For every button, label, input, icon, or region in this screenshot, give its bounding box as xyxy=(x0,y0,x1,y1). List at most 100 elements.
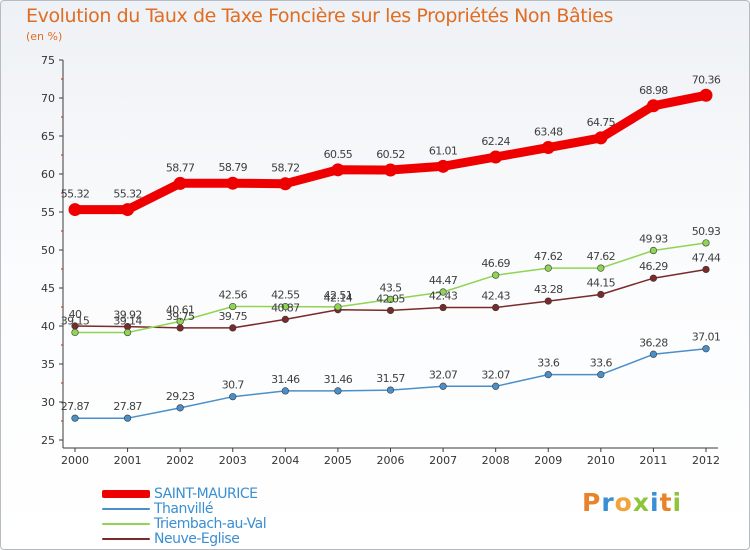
data-labels: 27.87 27.87 29.23 30.7 31.46 31.46 31.57 32.07 3… xyxy=(61,73,722,413)
data-point xyxy=(594,131,608,145)
logo-letter: P xyxy=(582,488,602,517)
data-label: 33.6 xyxy=(590,357,613,370)
logo-letter: i xyxy=(650,488,660,517)
legend-label-triembach: Triembach-au-Val xyxy=(154,516,267,532)
legend-item-neuve-eglise[interactable]: Neuve-Eglise xyxy=(102,531,240,547)
legend-item-saint-maurice[interactable]: SAINT-MAURICE xyxy=(102,486,258,502)
logo-letter: t xyxy=(659,488,673,517)
data-label: 49.93 xyxy=(639,233,668,246)
legend-item-thanville[interactable]: Thanvillé xyxy=(102,501,213,517)
data-label: 55.32 xyxy=(113,188,142,201)
y-tick-label: 55 xyxy=(41,206,55,219)
data-point xyxy=(492,271,500,279)
data-label: 32.07 xyxy=(429,368,458,381)
data-label: 39.75 xyxy=(166,310,195,323)
y-tick-label: 40 xyxy=(41,320,55,333)
data-label: 42.05 xyxy=(376,292,405,305)
y-tick-label: 25 xyxy=(41,434,55,447)
data-point xyxy=(386,386,395,394)
data-point xyxy=(544,371,552,379)
data-point xyxy=(544,297,552,305)
legend-swatch-thanville xyxy=(102,508,150,510)
data-label: 44.15 xyxy=(587,276,616,289)
legend-label-thanville: Thanvillé xyxy=(154,501,213,517)
data-point xyxy=(278,177,292,191)
x-tick-label: 2004 xyxy=(271,454,299,467)
y-tick-label: 45 xyxy=(41,282,55,295)
x-tick-label: 2007 xyxy=(429,454,457,467)
legend-label-saint-maurice: SAINT-MAURICE xyxy=(154,486,258,502)
data-point xyxy=(597,290,605,299)
data-point xyxy=(702,265,710,274)
data-label: 30.7 xyxy=(222,379,245,392)
data-label: 55.32 xyxy=(61,188,90,201)
data-label: 46.69 xyxy=(481,257,510,270)
data-label: 33.6 xyxy=(537,357,560,370)
data-label: 40.61 xyxy=(166,303,195,316)
data-label: 42.55 xyxy=(271,289,300,302)
chart-title: Evolution du Taux de Taxe Foncière sur l… xyxy=(26,5,614,27)
unit-label: (en %) xyxy=(26,30,63,43)
y-tick-label: 65 xyxy=(41,130,55,143)
data-label: 42.14 xyxy=(324,292,353,305)
data-label: 39.15 xyxy=(61,314,90,327)
data-label: 29.23 xyxy=(166,390,195,403)
data-point xyxy=(229,393,237,401)
data-label: 47.62 xyxy=(587,250,616,263)
data-label: 42.56 xyxy=(219,289,248,302)
data-point xyxy=(281,303,289,311)
data-point xyxy=(281,315,289,323)
data-point xyxy=(702,239,710,247)
data-label: 58.79 xyxy=(219,161,248,174)
data-label: 43.28 xyxy=(534,283,563,296)
data-point xyxy=(386,306,395,315)
logo-letter: o xyxy=(614,488,633,517)
data-point xyxy=(123,328,132,337)
data-point xyxy=(229,324,237,332)
data-label: 42.51 xyxy=(324,289,353,302)
data-label: 39.92 xyxy=(113,309,142,322)
x-tick-label: 2002 xyxy=(166,454,194,467)
data-point xyxy=(436,159,450,173)
data-label: 60.55 xyxy=(324,148,353,161)
x-tick-label: 2008 xyxy=(482,454,510,467)
data-point xyxy=(439,382,447,390)
data-point xyxy=(121,203,135,217)
data-label: 42.43 xyxy=(481,290,510,303)
data-point xyxy=(334,387,342,395)
data-point xyxy=(384,163,397,177)
data-point xyxy=(176,404,184,412)
data-point xyxy=(597,371,605,379)
data-label: 61.01 xyxy=(429,144,458,157)
logo-letter: i xyxy=(672,488,683,517)
data-label: 44.47 xyxy=(429,274,458,287)
data-label: 27.87 xyxy=(61,400,90,413)
data-label: 31.57 xyxy=(376,372,405,385)
x-tick-label: 2006 xyxy=(377,454,405,467)
data-point xyxy=(226,176,240,190)
proxiti-logo: Proxiti xyxy=(582,488,682,517)
data-label: 70.36 xyxy=(692,73,721,86)
y-tick-label: 30 xyxy=(41,396,55,409)
data-label: 64.75 xyxy=(587,116,616,129)
series-points xyxy=(68,88,713,422)
data-point xyxy=(176,317,184,325)
data-point xyxy=(331,163,345,177)
legend-swatch-neuve-eglise xyxy=(102,538,150,540)
legend-label-neuve-eglise: Neuve-Eglise xyxy=(154,531,240,547)
data-point xyxy=(649,246,658,255)
data-point xyxy=(597,264,605,272)
data-label: 46.29 xyxy=(639,260,668,273)
data-point xyxy=(544,264,552,272)
x-tick-label: 2010 xyxy=(587,454,615,467)
legend-swatch-saint-maurice xyxy=(102,490,150,498)
data-point xyxy=(71,328,79,337)
data-label: 39.14 xyxy=(113,315,142,328)
data-label: 50.93 xyxy=(692,225,721,238)
legend-item-triembach[interactable]: Triembach-au-Val xyxy=(102,516,267,532)
data-label: 47.62 xyxy=(534,250,563,263)
data-label: 68.98 xyxy=(639,84,668,97)
x-tick-label: 2012 xyxy=(692,454,720,467)
data-point xyxy=(68,203,82,217)
